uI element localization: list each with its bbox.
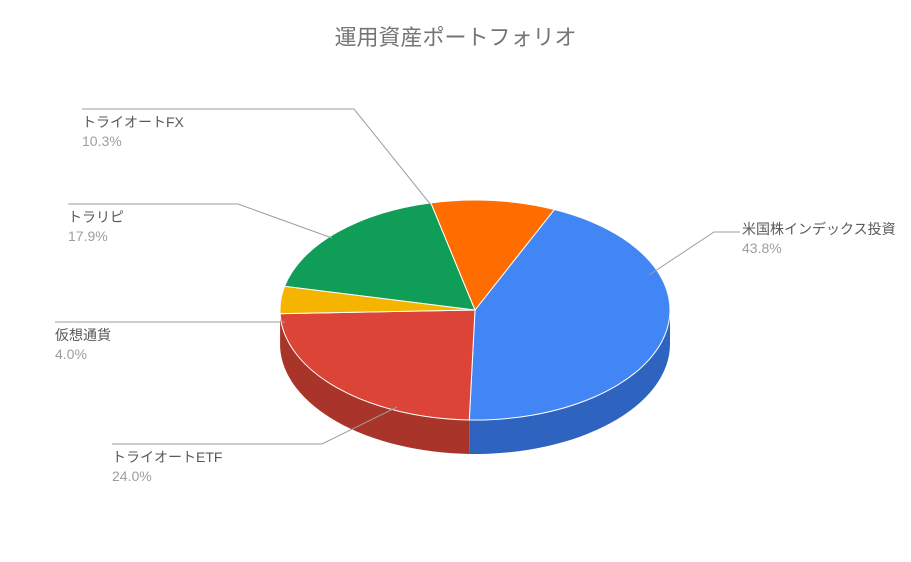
slice-label: トライオートETF24.0% <box>112 448 222 486</box>
slice-label-name: トラリピ <box>68 208 124 227</box>
slice-label-name: トライオートETF <box>112 448 222 467</box>
chart-title: 運用資産ポートフォリオ <box>0 20 911 52</box>
slice-label-pct: 17.9% <box>68 227 124 246</box>
slice-label: トライオートFX10.3% <box>82 113 184 151</box>
slice-label-pct: 43.8% <box>742 239 896 258</box>
slice-label-name: トライオートFX <box>82 113 184 132</box>
pie-chart-container: 運用資産ポートフォリオ 米国株インデックス投資43.8% トライオートETF24.… <box>0 0 911 562</box>
slice-label-pct: 24.0% <box>112 467 222 486</box>
slice-label-name: 米国株インデックス投資 <box>742 220 896 239</box>
slice-label-pct: 10.3% <box>82 132 184 151</box>
slice-label: 米国株インデックス投資43.8% <box>742 220 896 258</box>
slice-label: 仮想通貨4.0% <box>55 326 111 364</box>
slice-label-name: 仮想通貨 <box>55 326 111 345</box>
slice-label-pct: 4.0% <box>55 345 111 364</box>
slice-label: トラリピ17.9% <box>68 208 124 246</box>
